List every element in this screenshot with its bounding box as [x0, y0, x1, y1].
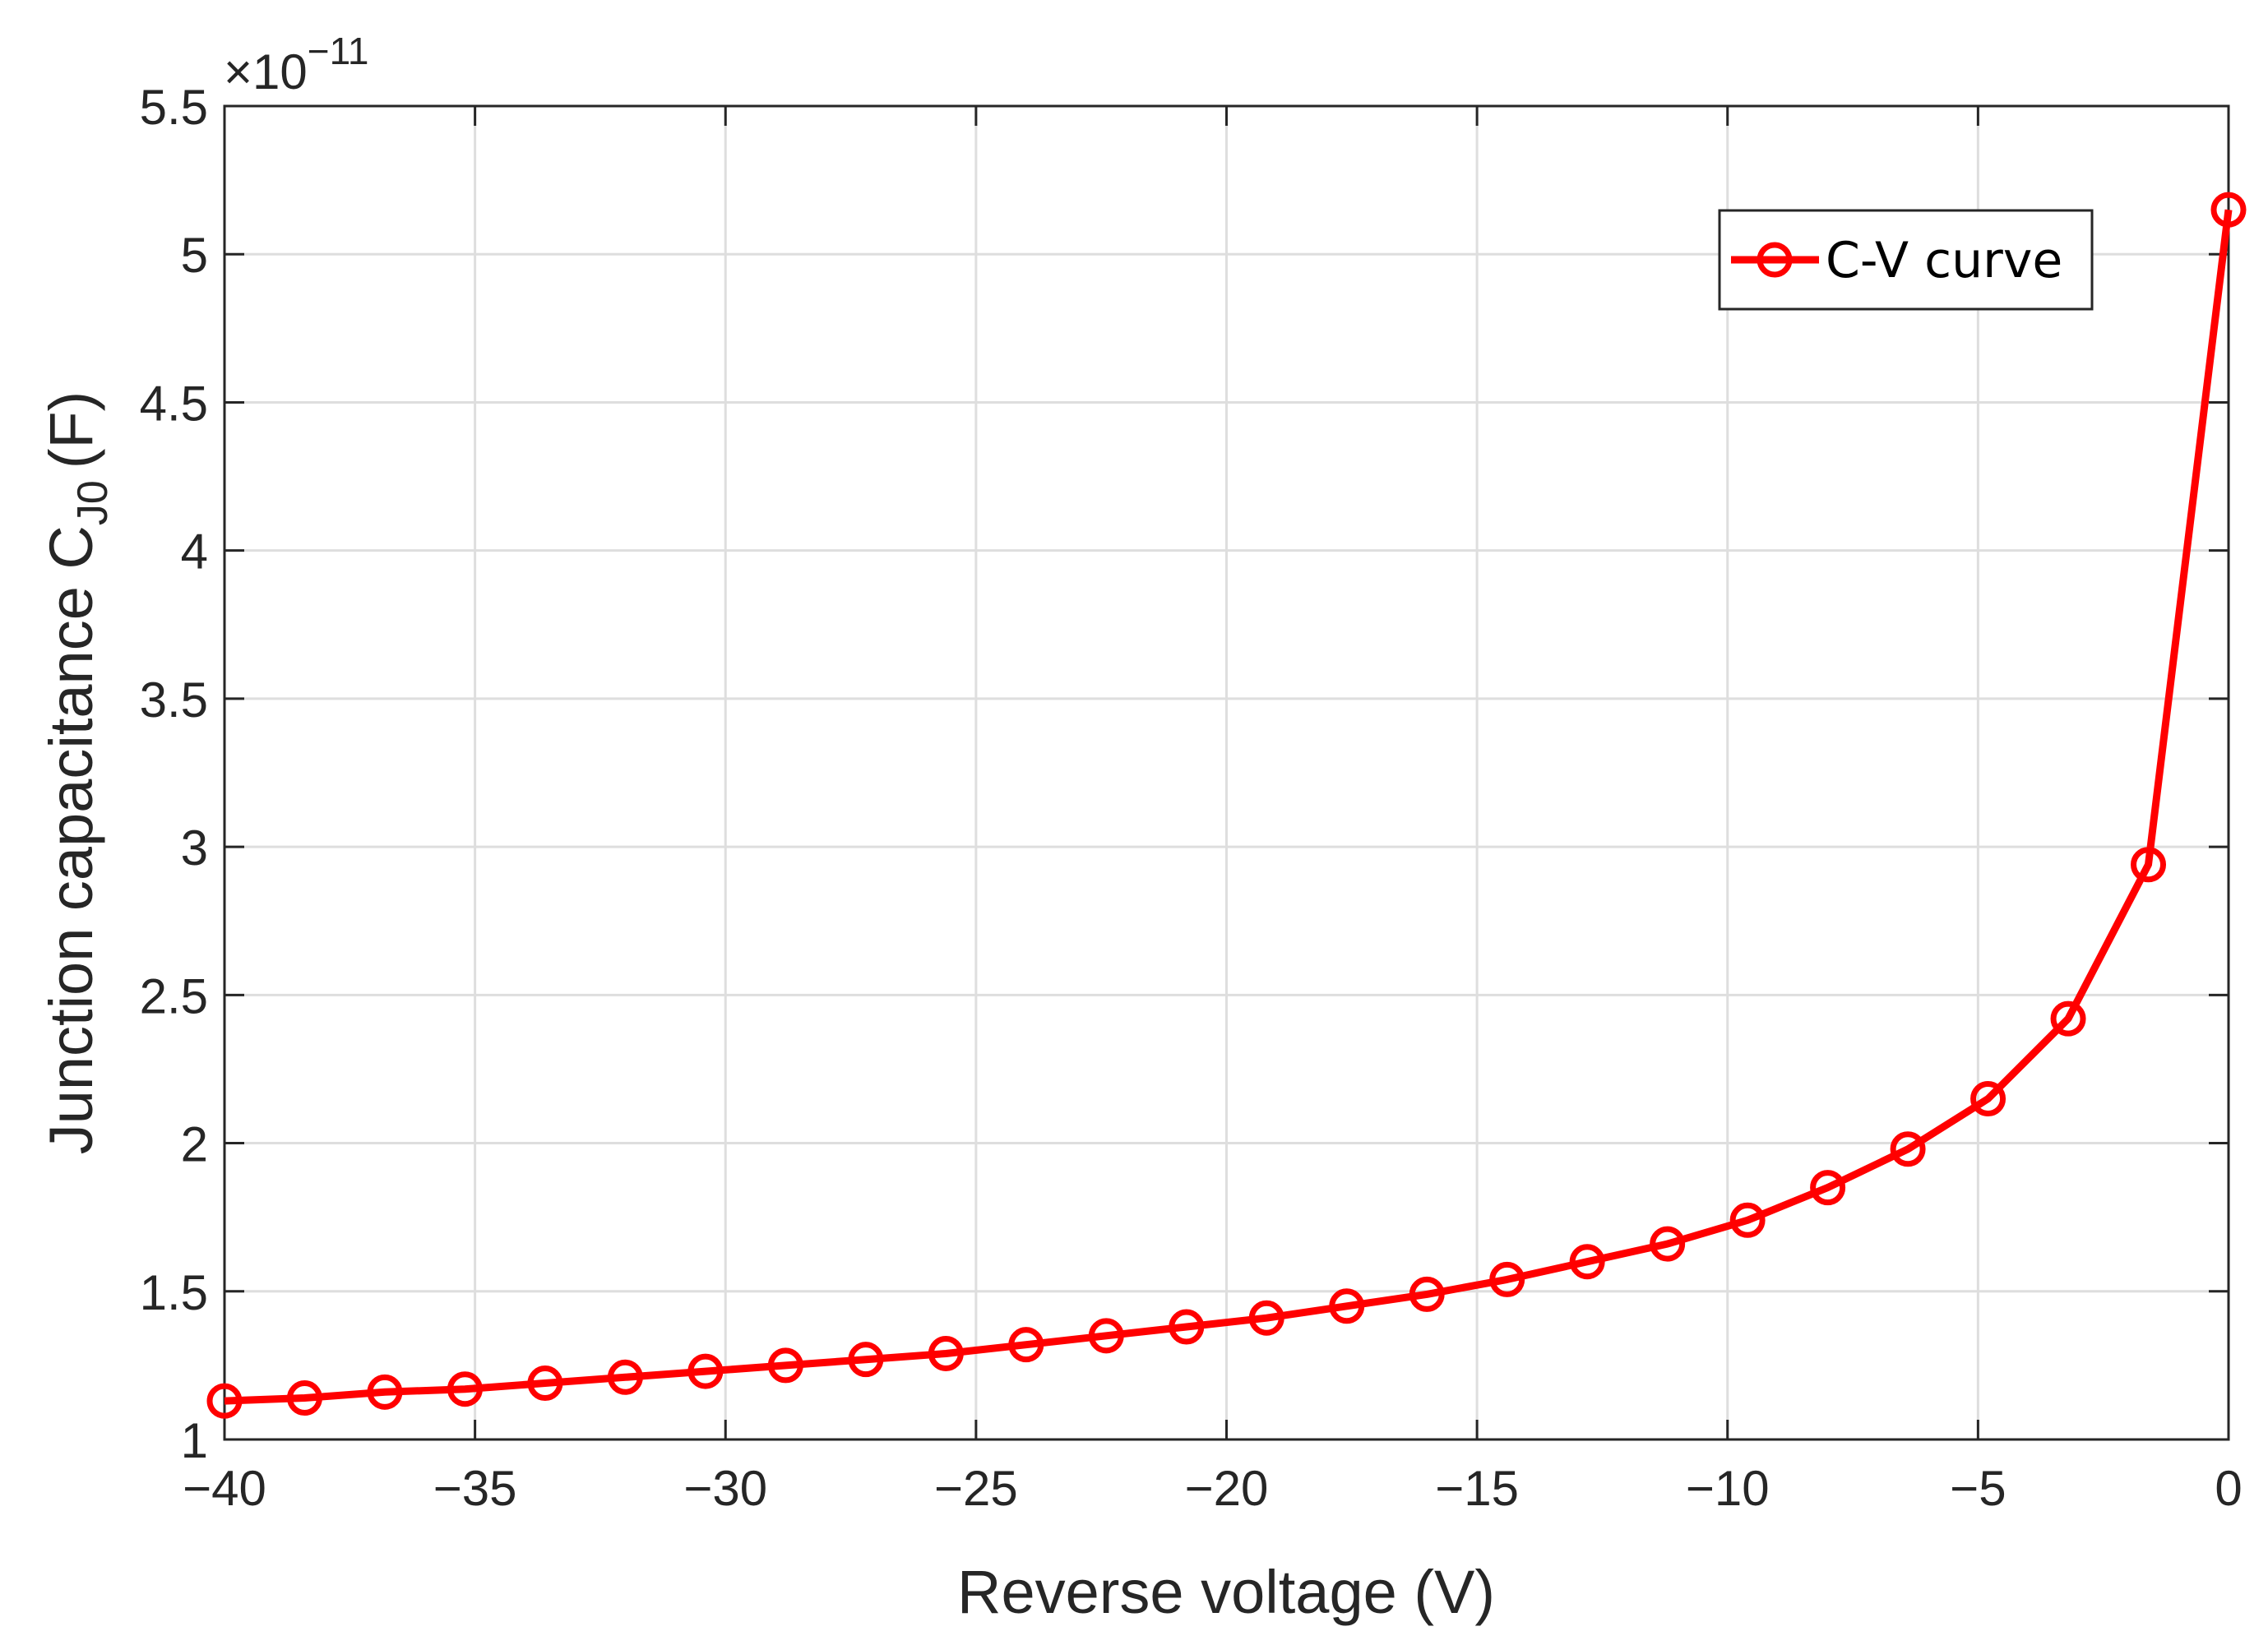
- data-point: [1008, 1327, 1044, 1363]
- y-tick-label: 2: [181, 1117, 208, 1172]
- x-tick-label: −5: [1950, 1461, 2006, 1516]
- x-tick-label: −25: [934, 1461, 1018, 1516]
- data-point: [1248, 1300, 1284, 1336]
- y-tick-label: 5.5: [140, 80, 208, 135]
- y-tick-label: 5: [181, 228, 208, 283]
- data-point: [1088, 1318, 1124, 1354]
- y-tick-label: 3.5: [140, 672, 208, 728]
- y-tick-label: 3: [181, 820, 208, 876]
- data-point: [1729, 1202, 1766, 1238]
- data-point: [206, 1383, 243, 1419]
- y-tick-label: 1.5: [140, 1265, 208, 1320]
- legend: C-V curve: [1718, 209, 2094, 311]
- x-tick-label: 0: [2215, 1461, 2242, 1516]
- data-point: [1810, 1170, 1846, 1206]
- data-point: [2050, 1000, 2086, 1037]
- data-point: [1489, 1261, 1525, 1297]
- y-tick-label: 2.5: [140, 968, 208, 1024]
- y-exponent-power: −11: [308, 30, 369, 72]
- data-point: [527, 1365, 563, 1402]
- x-axis-title: Reverse voltage (V): [957, 1558, 1495, 1626]
- y-axis-title: Junction capacitance CJ0 (F): [37, 391, 117, 1155]
- y-exponent-label: ×10−11: [224, 30, 368, 99]
- data-point: [1409, 1276, 1445, 1312]
- y-tick-label: 4: [181, 524, 208, 580]
- data-point: [928, 1335, 964, 1371]
- y-axis-title-subscript: J0: [69, 480, 117, 525]
- legend-marker-swatch: [1757, 242, 1793, 278]
- data-point: [2131, 847, 2167, 883]
- y-exponent-base: ×10: [224, 44, 308, 99]
- data-point: [687, 1353, 724, 1389]
- x-tick-label: −40: [183, 1461, 266, 1516]
- data-point: [1329, 1288, 1365, 1324]
- data-point: [1569, 1244, 1605, 1280]
- data-point: [607, 1359, 643, 1395]
- data-point: [1650, 1226, 1686, 1262]
- x-tick-label: −15: [1435, 1461, 1519, 1516]
- y-axis-title-unit: (F): [37, 391, 105, 469]
- x-tick-label: −20: [1185, 1461, 1269, 1516]
- data-point: [1169, 1309, 1205, 1345]
- data-point: [367, 1374, 403, 1410]
- legend-label: C-V curve: [1826, 232, 2062, 289]
- y-tick-label: 1: [181, 1413, 208, 1468]
- series-layer: [206, 192, 2247, 1419]
- data-point: [848, 1342, 884, 1378]
- x-tick-label: −10: [1686, 1461, 1770, 1516]
- x-tick-label: −30: [683, 1461, 767, 1516]
- data-point: [286, 1380, 322, 1416]
- data-point: [1970, 1080, 2006, 1116]
- x-tick-label: −35: [433, 1461, 517, 1516]
- data-point: [2210, 192, 2247, 228]
- y-axis-title-main: Junction capacitance C: [37, 525, 105, 1154]
- data-point: [1890, 1131, 1926, 1167]
- y-tick-label: 4.5: [140, 376, 208, 431]
- data-point: [447, 1371, 483, 1407]
- tick-layer: −40 −35 −30 −25 −20 −15 −10 −5 0 1 1.5 2 2.5 3 3.5 4 4.5…: [140, 80, 2243, 1516]
- data-point: [767, 1347, 803, 1384]
